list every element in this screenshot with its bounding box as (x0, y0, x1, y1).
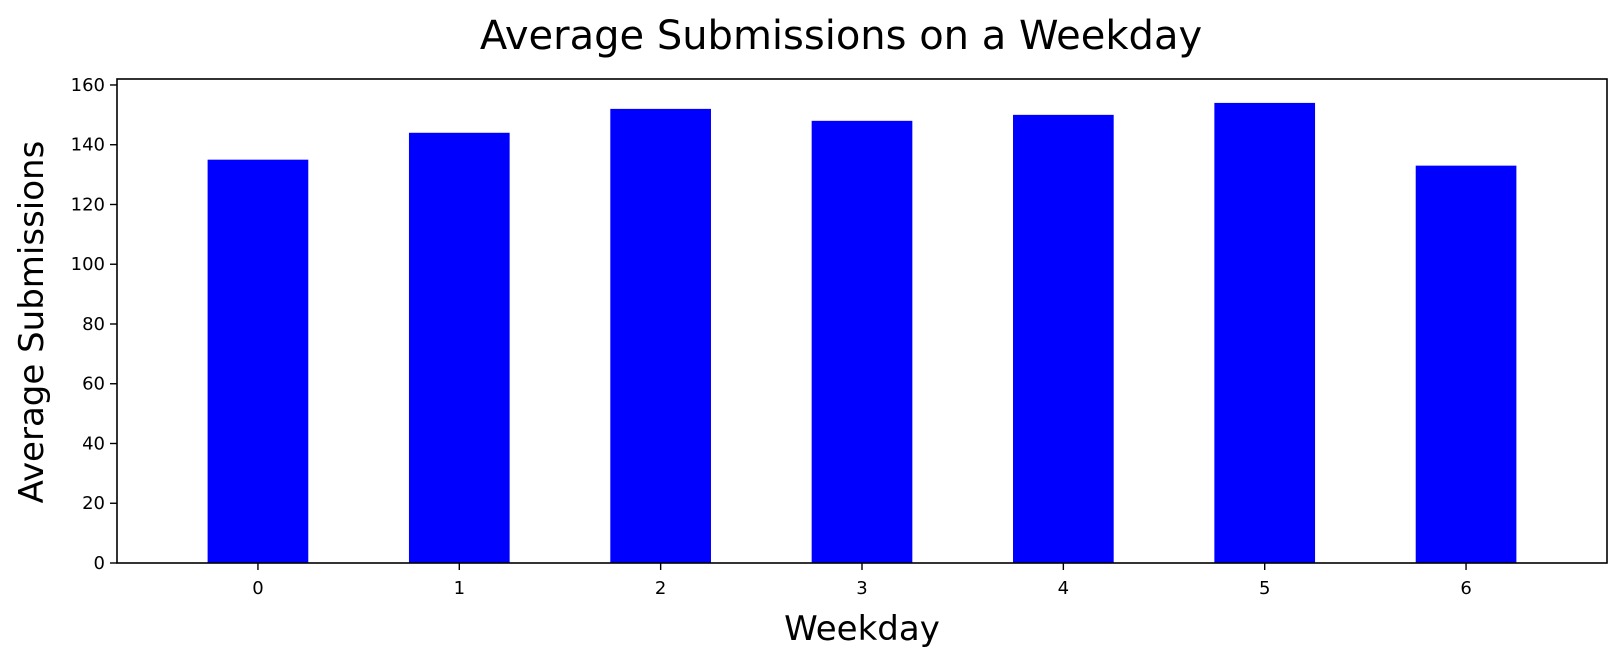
chart-title: Average Submissions on a Weekday (480, 13, 1202, 59)
bar-weekday-2 (610, 108, 711, 564)
y-axis-label: Average Submissions (12, 141, 52, 504)
y-tick-label: 20 (82, 493, 105, 514)
x-tick-label: 4 (1058, 578, 1069, 599)
bar-weekday-6 (1415, 165, 1517, 563)
y-tick-label: 60 (82, 374, 105, 395)
bar-weekday-0 (207, 159, 309, 563)
x-axis-ticks: 0 1 2 3 4 5 6 (252, 563, 1472, 599)
bar-weekday-5 (1214, 102, 1316, 563)
y-tick-label: 0 (94, 553, 105, 574)
y-tick-label: 100 (71, 254, 105, 275)
x-tick-label: 2 (655, 578, 666, 599)
plot-area-frame (116, 78, 1608, 564)
y-tick-label: 160 (71, 75, 105, 96)
x-axis-label: Weekday (784, 609, 940, 649)
x-tick-label: 6 (1460, 578, 1471, 599)
y-tick-label: 80 (82, 314, 105, 335)
x-tick-label: 1 (454, 578, 465, 599)
y-tick-label: 120 (71, 194, 105, 215)
y-tick-label: 140 (71, 135, 105, 156)
x-tick-label: 5 (1259, 578, 1270, 599)
bar-weekday-3 (811, 120, 913, 564)
y-tick-label: 40 (82, 433, 105, 454)
bar-weekday-1 (408, 132, 510, 563)
bar-weekday-4 (1013, 114, 1114, 563)
bars-group (207, 102, 1517, 564)
y-axis-ticks: 0 20 40 60 80 100 120 140 160 (71, 75, 117, 574)
x-tick-label: 3 (856, 578, 867, 599)
x-tick-label: 0 (252, 578, 263, 599)
